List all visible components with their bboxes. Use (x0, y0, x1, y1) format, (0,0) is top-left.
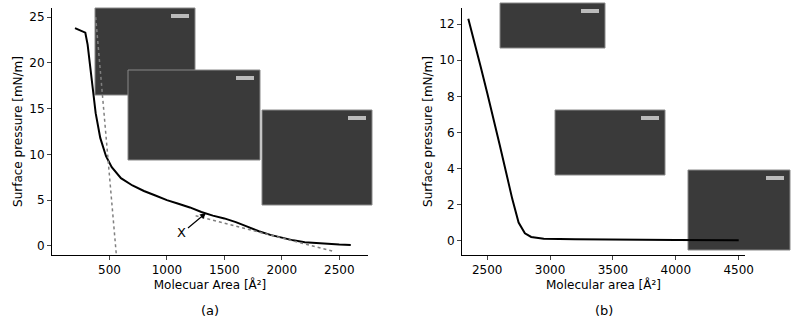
svg-text:1000: 1000 (152, 263, 183, 277)
svg-text:2000: 2000 (267, 263, 298, 277)
svg-text:1500: 1500 (209, 263, 240, 277)
svg-text:500: 500 (98, 263, 121, 277)
svg-text:3000: 3000 (535, 263, 566, 277)
svg-text:(a): (a) (201, 303, 219, 318)
svg-text:0: 0 (447, 234, 455, 248)
svg-text:5: 5 (37, 193, 45, 207)
svg-text:Surface pressure [mN/m]: Surface pressure [mN/m] (421, 56, 435, 207)
svg-text:10: 10 (29, 148, 44, 162)
svg-text:(b): (b) (595, 303, 613, 318)
svg-text:0: 0 (37, 239, 45, 253)
svg-text:3500: 3500 (598, 263, 629, 277)
svg-text:6: 6 (447, 126, 455, 140)
svg-text:4000: 4000 (661, 263, 692, 277)
svg-text:2: 2 (447, 198, 455, 212)
svg-text:Molecular area [Å²]: Molecular area [Å²] (546, 277, 661, 292)
svg-text:25: 25 (29, 10, 44, 24)
svg-text:20: 20 (29, 56, 44, 70)
svg-text:15: 15 (29, 102, 44, 116)
svg-text:2500: 2500 (472, 263, 503, 277)
svg-text:4500: 4500 (723, 263, 754, 277)
svg-text:12: 12 (439, 17, 454, 31)
svg-text:Molecuar Area [Å²]: Molecuar Area [Å²] (154, 277, 267, 292)
svg-text:8: 8 (447, 90, 455, 104)
svg-text:10: 10 (439, 53, 454, 67)
svg-text:X: X (177, 225, 186, 240)
svg-text:2500: 2500 (324, 263, 355, 277)
svg-text:Surface pressure [mN/m]: Surface pressure [mN/m] (11, 56, 25, 207)
svg-text:4: 4 (447, 162, 455, 176)
